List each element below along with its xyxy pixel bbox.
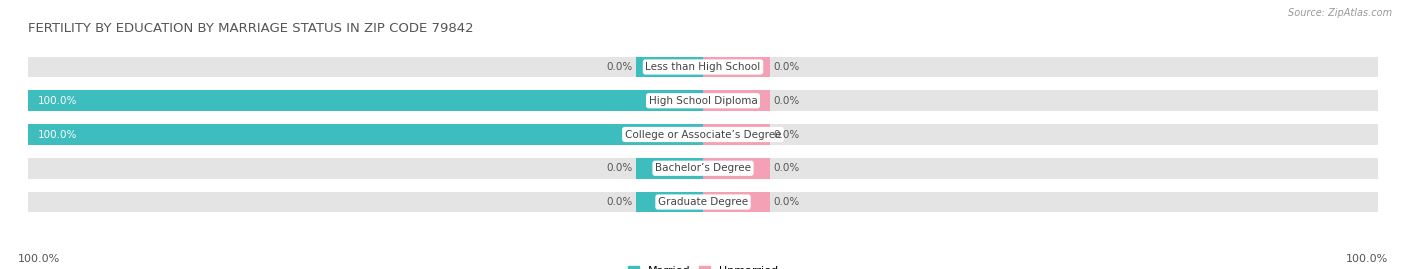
Bar — [28, 124, 1378, 145]
Text: Source: ZipAtlas.com: Source: ZipAtlas.com — [1288, 8, 1392, 18]
Text: 0.0%: 0.0% — [773, 197, 800, 207]
Bar — [636, 192, 703, 213]
Text: FERTILITY BY EDUCATION BY MARRIAGE STATUS IN ZIP CODE 79842: FERTILITY BY EDUCATION BY MARRIAGE STATU… — [28, 22, 474, 35]
Text: 0.0%: 0.0% — [773, 163, 800, 173]
Text: 100.0%: 100.0% — [38, 129, 77, 140]
Text: 0.0%: 0.0% — [773, 129, 800, 140]
Bar — [28, 124, 636, 145]
Bar — [28, 56, 1378, 77]
Text: Less than High School: Less than High School — [645, 62, 761, 72]
Text: College or Associate’s Degree: College or Associate’s Degree — [624, 129, 782, 140]
Text: Graduate Degree: Graduate Degree — [658, 197, 748, 207]
Text: 0.0%: 0.0% — [606, 163, 633, 173]
Bar — [28, 192, 1378, 213]
Bar — [28, 90, 1378, 111]
Bar — [703, 90, 770, 111]
Bar — [28, 90, 636, 111]
Bar — [703, 192, 770, 213]
Bar — [703, 158, 770, 179]
Text: 0.0%: 0.0% — [773, 96, 800, 106]
Legend: Married, Unmarried: Married, Unmarried — [623, 261, 783, 269]
Bar — [636, 56, 703, 77]
Text: 100.0%: 100.0% — [38, 96, 77, 106]
Bar — [636, 124, 703, 145]
Text: 0.0%: 0.0% — [773, 62, 800, 72]
Bar — [703, 124, 770, 145]
Bar — [703, 56, 770, 77]
Bar — [636, 90, 703, 111]
Text: 0.0%: 0.0% — [606, 197, 633, 207]
Bar — [28, 158, 1378, 179]
Text: 0.0%: 0.0% — [606, 62, 633, 72]
Bar — [636, 158, 703, 179]
Text: High School Diploma: High School Diploma — [648, 96, 758, 106]
Text: Bachelor’s Degree: Bachelor’s Degree — [655, 163, 751, 173]
Text: 100.0%: 100.0% — [1346, 254, 1388, 264]
Text: 100.0%: 100.0% — [18, 254, 60, 264]
